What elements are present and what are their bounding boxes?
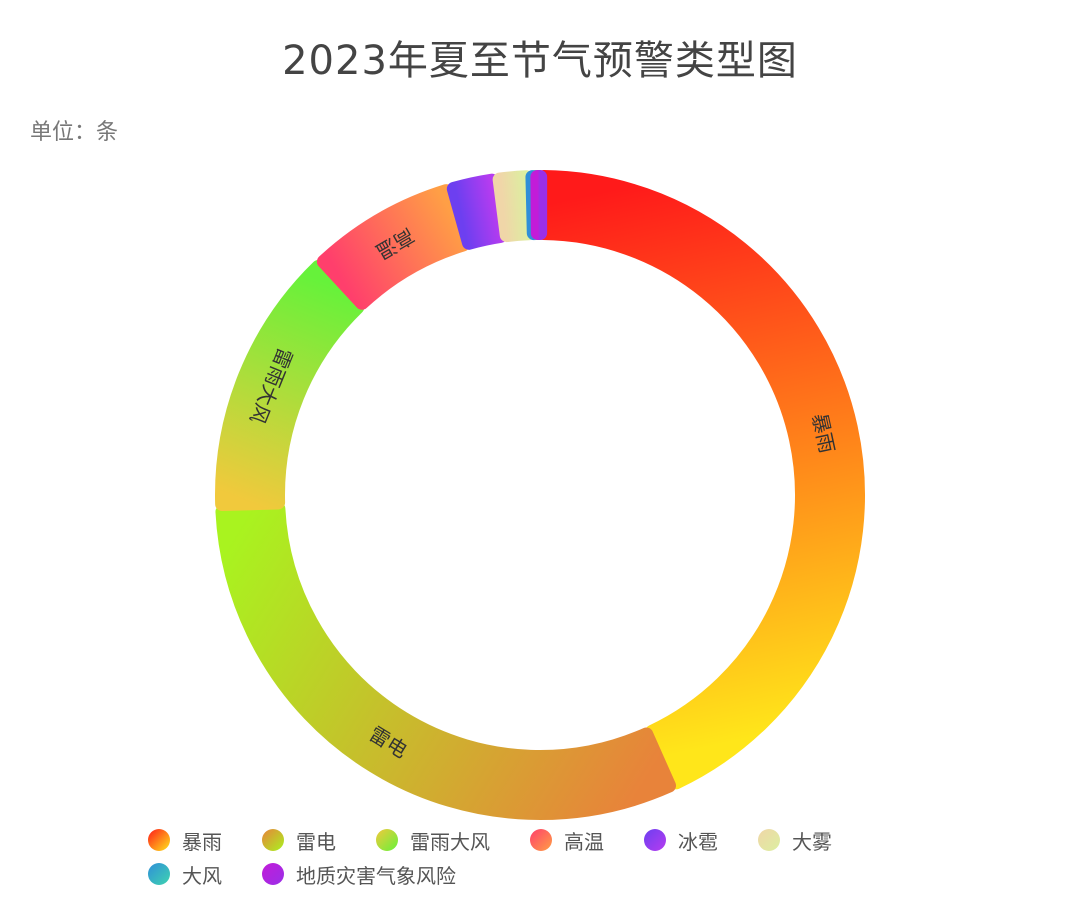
slice-暴雨[interactable]: [536, 170, 865, 790]
legend-label: 大雾: [792, 829, 832, 854]
chart-legend: 暴雨 雷电 雷雨大风 高温 冰雹 大雾大风 地质灾害气象风险: [148, 828, 968, 888]
legend-label: 暴雨: [182, 829, 222, 854]
legend-label: 高温: [564, 829, 604, 854]
legend-item-高温[interactable]: 高温: [530, 828, 604, 854]
legend-swatch: [148, 829, 170, 851]
legend-swatch: [262, 829, 284, 851]
legend-swatch: [530, 829, 552, 851]
legend-item-雷雨大风[interactable]: 雷雨大风: [376, 828, 490, 854]
legend-label: 雷雨大风: [410, 829, 490, 854]
legend-item-大雾[interactable]: 大雾: [758, 828, 832, 854]
unit-label: 单位：条: [30, 120, 119, 145]
slice-大雾[interactable]: [492, 170, 536, 243]
legend-item-暴雨[interactable]: 暴雨: [148, 828, 222, 854]
slice-雷电[interactable]: [215, 501, 677, 820]
legend-item-大风[interactable]: 大风: [148, 862, 222, 888]
legend-swatch: [262, 863, 284, 885]
legend-label: 雷电: [296, 829, 336, 854]
legend-item-冰雹[interactable]: 冰雹: [644, 828, 718, 854]
legend-swatch: [148, 863, 170, 885]
slice-高温[interactable]: [316, 184, 470, 310]
legend-item-地质灾害气象风险[interactable]: 地质灾害气象风险: [262, 862, 456, 888]
chart-title: 2023年夏至节气预警类型图: [282, 38, 798, 84]
legend-label: 大风: [182, 863, 222, 888]
legend-label: 地质灾害气象风险: [296, 863, 456, 888]
legend-item-雷电[interactable]: 雷电: [262, 828, 336, 854]
legend-label: 冰雹: [678, 829, 718, 854]
slice-雷雨大风[interactable]: [215, 260, 365, 512]
legend-swatch: [376, 829, 398, 851]
legend-swatch: [644, 829, 666, 851]
slice-地质灾害气象风险[interactable]: [530, 169, 548, 241]
legend-swatch: [758, 829, 780, 851]
slice-冰雹[interactable]: [446, 173, 508, 250]
